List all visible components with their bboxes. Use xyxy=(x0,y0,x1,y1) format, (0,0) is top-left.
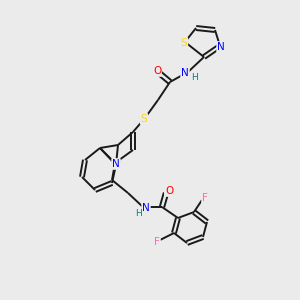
Text: H: H xyxy=(190,73,197,82)
Text: N: N xyxy=(142,203,150,213)
Text: H: H xyxy=(135,209,141,218)
Text: N: N xyxy=(217,42,225,52)
Text: F: F xyxy=(154,237,160,247)
Text: S: S xyxy=(181,38,187,48)
Text: O: O xyxy=(165,186,173,196)
Text: O: O xyxy=(153,66,161,76)
Text: S: S xyxy=(141,114,147,124)
Text: N: N xyxy=(181,68,189,78)
Text: F: F xyxy=(202,193,208,203)
Text: N: N xyxy=(112,159,120,169)
